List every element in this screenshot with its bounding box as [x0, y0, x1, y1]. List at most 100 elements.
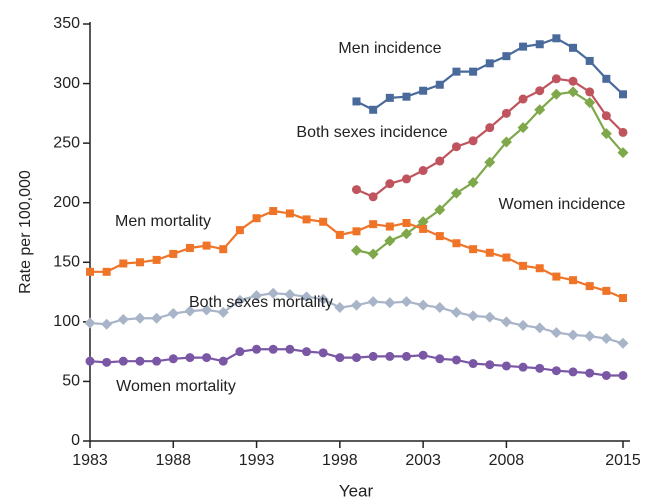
marker [135, 258, 144, 267]
marker [600, 128, 612, 140]
marker [502, 253, 511, 262]
marker [552, 272, 561, 281]
series-label: Women mortality [116, 378, 236, 395]
marker [567, 86, 579, 98]
x-tick-label: 1993 [239, 452, 275, 469]
marker [485, 123, 495, 133]
marker [485, 248, 494, 257]
marker [484, 311, 496, 323]
y-tick-label: 100 [53, 313, 80, 330]
marker [584, 330, 596, 342]
marker [434, 302, 446, 314]
marker [517, 319, 529, 331]
marker [500, 136, 512, 148]
marker [551, 366, 561, 376]
marker [152, 356, 162, 366]
y-tick-label: 200 [53, 194, 80, 211]
marker [368, 192, 378, 202]
marker [268, 344, 278, 354]
marker [235, 347, 245, 357]
marker [618, 127, 628, 137]
marker [252, 344, 262, 354]
marker [534, 322, 546, 334]
marker [585, 368, 595, 378]
marker [168, 354, 178, 364]
marker [235, 226, 244, 235]
marker [469, 245, 478, 254]
marker [518, 362, 528, 372]
marker [102, 357, 112, 367]
series-label: Both sexes mortality [189, 294, 333, 311]
marker [284, 288, 296, 300]
x-tick-label: 2015 [605, 452, 641, 469]
marker [134, 312, 146, 324]
marker [167, 308, 179, 320]
marker [585, 282, 594, 291]
marker [468, 136, 478, 146]
marker [601, 370, 611, 380]
marker [619, 294, 627, 303]
marker [569, 276, 578, 285]
marker [369, 220, 378, 229]
y-tick-label: 350 [53, 15, 80, 32]
marker [502, 52, 511, 61]
series-label: Men mortality [115, 213, 211, 230]
marker [535, 86, 545, 96]
marker [434, 204, 446, 216]
series-label: Both sexes incidence [296, 124, 447, 141]
marker [485, 59, 494, 68]
marker [202, 353, 212, 363]
marker [117, 313, 129, 325]
marker [602, 74, 611, 83]
marker [435, 80, 444, 89]
marker [317, 293, 329, 305]
marker [384, 297, 396, 309]
marker [285, 209, 294, 218]
marker [302, 347, 312, 357]
marker [86, 267, 94, 276]
marker [601, 111, 611, 121]
marker [84, 317, 96, 329]
marker [417, 299, 429, 311]
marker [351, 244, 362, 256]
marker [501, 361, 511, 371]
marker [467, 310, 479, 322]
marker [468, 359, 478, 369]
marker [119, 259, 128, 268]
marker [435, 354, 445, 364]
marker [568, 367, 578, 377]
y-tick-label: 50 [62, 373, 80, 390]
marker [135, 356, 145, 366]
marker [617, 337, 629, 349]
marker [585, 87, 595, 97]
x-tick-label: 1988 [155, 452, 191, 469]
marker [385, 93, 394, 102]
marker [201, 304, 213, 316]
y-tick-label: 0 [71, 432, 80, 449]
marker [419, 224, 428, 233]
series-label: Women incidence [499, 196, 626, 213]
marker [352, 353, 361, 363]
marker [251, 290, 263, 302]
y-axis-title: Rate per 100,000 [17, 170, 34, 294]
x-tick-label: 1998 [322, 452, 358, 469]
y-tick-label: 150 [53, 254, 80, 271]
marker [102, 267, 111, 276]
marker [450, 187, 462, 199]
marker [501, 108, 511, 118]
marker [384, 235, 396, 247]
marker [400, 296, 412, 308]
marker [568, 76, 578, 86]
marker [269, 207, 278, 216]
marker [550, 327, 562, 339]
marker [569, 43, 578, 52]
marker [367, 296, 379, 308]
y-tick-label: 250 [53, 134, 80, 151]
marker [267, 287, 279, 299]
marker [202, 241, 211, 250]
marker [369, 105, 378, 114]
marker [334, 302, 346, 314]
marker [550, 88, 562, 100]
